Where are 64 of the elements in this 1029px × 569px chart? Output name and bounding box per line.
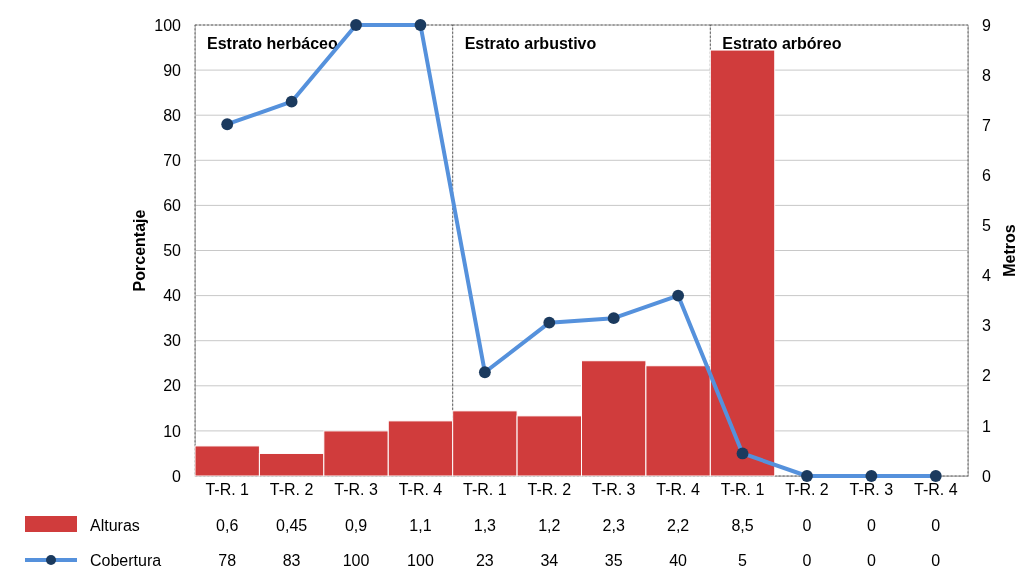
x-tick-label: T-R. 4 [914,481,958,499]
data-label: 0 [931,552,941,569]
y-tick-label: 90 [163,61,182,79]
data-label: 8,5 [731,517,754,534]
y2-axis-title: Metros [1001,224,1018,277]
y2-tick-label: 2 [982,367,991,385]
data-label: 34 [540,552,559,569]
y2-tick-label: 6 [982,166,991,184]
y-tick-label: 20 [163,377,182,395]
data-label: 0,6 [216,517,239,534]
annotation: Estrato arbóreo [722,35,842,52]
data-label: 2,2 [667,517,690,534]
y-tick-label: 70 [163,151,182,169]
data-label: 0 [802,552,812,569]
x-tick-label: T-R. 1 [205,481,250,499]
y-tick-label: 50 [163,242,182,260]
data-label: 5 [738,552,748,569]
y-axis-title: Porcentaje [131,209,148,292]
data-label: 1,2 [538,517,561,534]
x-tick-label: T-R. 1 [720,481,765,499]
annotation: Estrato arbustivo [464,35,597,52]
y2-tick-label: 4 [982,267,991,285]
y2-tick-label: 9 [982,16,991,34]
data-label: 0 [866,517,876,534]
data-label: 1,3 [473,517,497,534]
data-label: 83 [282,552,301,569]
x-tick-label: T-R. 4 [656,481,701,499]
x-tick-label: T-R. 3 [334,481,378,499]
y-tick-label: 0 [172,467,182,485]
y-tick-label: 10 [163,422,182,440]
data-label: 0,45 [276,517,308,534]
data-label: 100 [342,552,370,569]
y-tick-label: 80 [163,106,182,124]
y-tick-label: 60 [163,197,182,215]
y2-tick-label: 1 [982,417,991,435]
x-tick-label: T-R. 4 [398,481,443,499]
x-tick-label: T-R. 2 [785,481,829,499]
y-tick-label: 30 [163,332,182,350]
x-tick-label: T-R. 2 [269,481,314,499]
data-label: 2,3 [602,517,625,534]
y-tick-label: 40 [163,287,182,305]
data-label: 23 [475,552,494,569]
data-label: 1,1 [409,517,432,534]
x-tick-label: T-R. 3 [591,481,636,499]
legend-label: Alturas [90,517,140,534]
y2-tick-label: 0 [982,467,991,485]
y-tick-label: 100 [154,16,182,34]
data-label: 40 [669,552,688,569]
x-tick-label: T-R. 1 [463,481,507,499]
y2-tick-label: 5 [982,217,991,235]
data-label: 0 [866,552,876,569]
y2-tick-label: 3 [982,317,991,335]
annotation: Estrato herbáceo [207,35,338,52]
data-label: 0 [802,517,812,534]
data-label: 0,9 [344,517,368,534]
x-tick-label: T-R. 3 [849,481,894,499]
data-label: 35 [604,552,623,569]
data-label: 100 [407,552,434,569]
y2-tick-label: 7 [982,116,991,134]
data-label: 0 [931,517,941,534]
data-label: 78 [218,552,237,569]
y2-tick-label: 8 [982,66,991,84]
x-tick-label: T-R. 2 [527,481,572,499]
legend-label: Cobertura [90,552,162,569]
